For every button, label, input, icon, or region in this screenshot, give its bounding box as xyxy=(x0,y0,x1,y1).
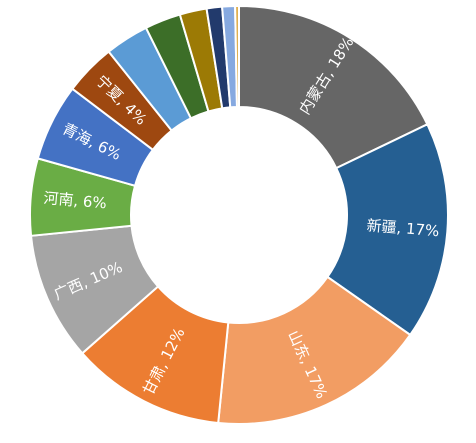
slice-内蒙古 xyxy=(238,4,429,170)
slice-新疆 xyxy=(326,122,449,337)
donut-slices xyxy=(29,4,449,425)
slice-山东 xyxy=(217,275,412,425)
slice-label-河南: 河南, 6% xyxy=(43,189,108,212)
slice-label-新疆: 新疆, 17% xyxy=(366,216,440,240)
slice-small-13 xyxy=(234,4,240,109)
